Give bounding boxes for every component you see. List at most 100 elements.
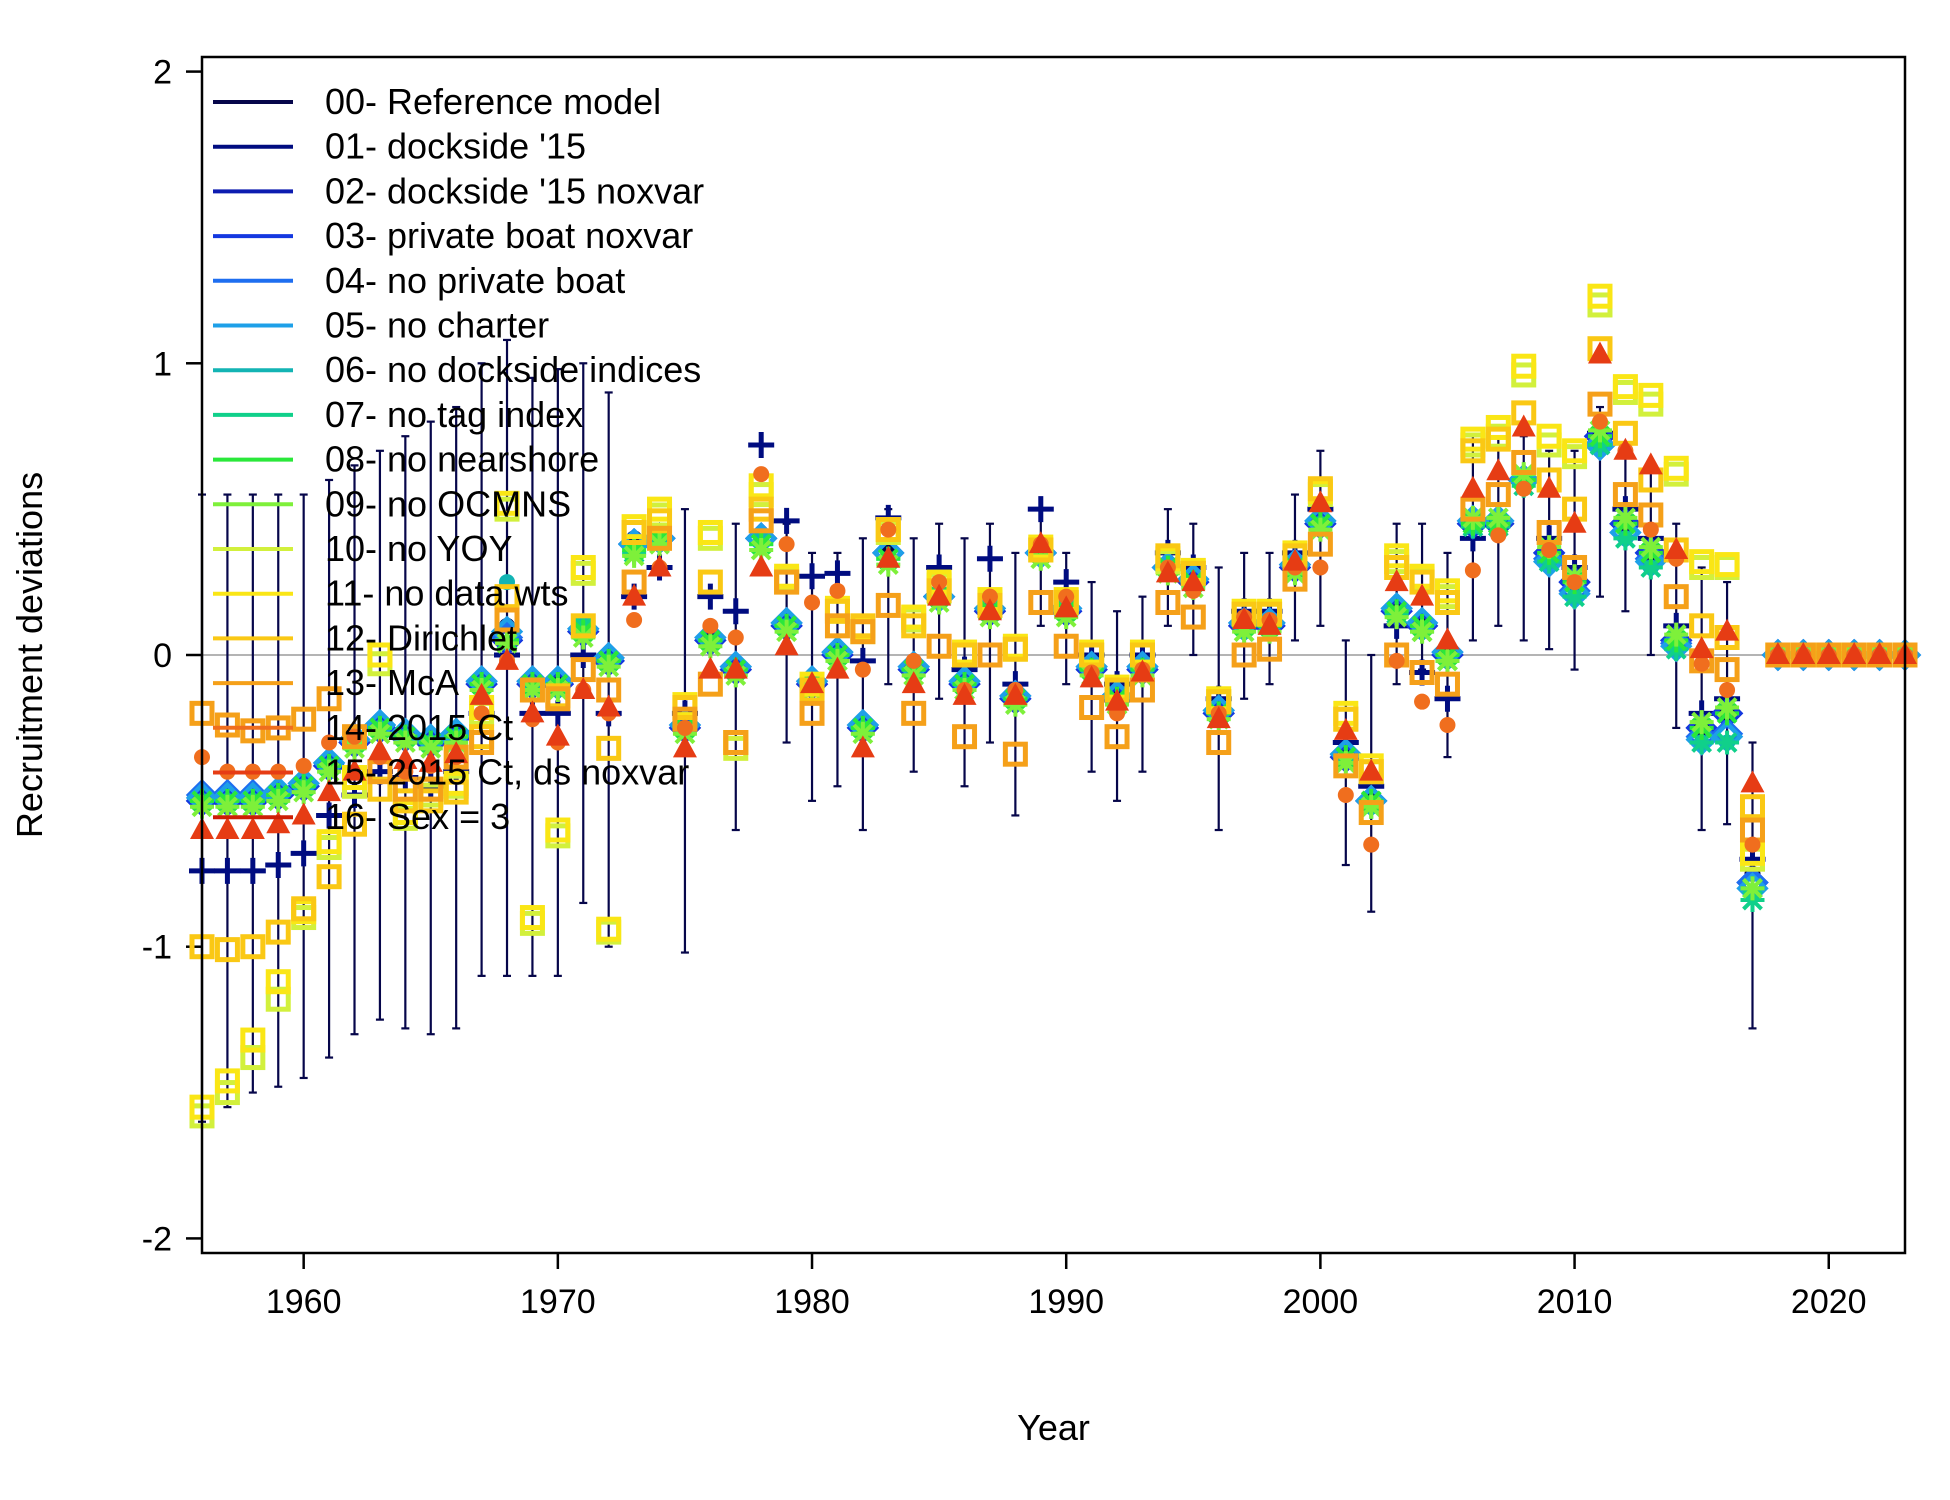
point-circle (753, 466, 770, 483)
legend-label: 09- no OCMNS (325, 483, 571, 524)
point-triangle (1842, 642, 1867, 664)
point-square (1358, 800, 1384, 826)
point-circle (346, 728, 363, 745)
point-triangle (825, 656, 850, 679)
legend-label: 11- no data wts (325, 573, 568, 614)
point-triangle (1740, 770, 1765, 793)
point-triangle (952, 682, 977, 705)
point-star (1638, 535, 1663, 560)
point-triangle (495, 647, 520, 670)
point-plus (265, 852, 292, 879)
point-triangle (240, 817, 265, 840)
point-triangle (1791, 642, 1816, 664)
point-plus (722, 598, 749, 625)
legend-label: 10- no YOY (325, 528, 512, 569)
point-square (1536, 423, 1562, 449)
point-square (1002, 636, 1028, 662)
point-triangle (774, 633, 799, 656)
point-square (1485, 426, 1511, 452)
point-star (1613, 526, 1638, 551)
point-square (1104, 724, 1130, 750)
y-axis-title: Recruitment deviations (9, 472, 50, 838)
point-plus (1434, 685, 1461, 712)
point-triangle (876, 545, 901, 568)
point-triangle (723, 656, 748, 679)
point-circle (473, 705, 490, 722)
point-circle (1312, 559, 1329, 576)
point-square (1155, 589, 1181, 615)
point-circle (1414, 693, 1431, 710)
point-star (1715, 695, 1740, 720)
legend-label: 16- Sex = 3 (325, 796, 510, 837)
point-star (1715, 730, 1740, 755)
point-triangle (672, 735, 697, 758)
point-triangle (1181, 569, 1206, 592)
point-plus (239, 857, 266, 884)
point-square (545, 817, 571, 843)
point-circle (1363, 836, 1380, 853)
legend-label: 14- 2015 Ct (325, 707, 513, 748)
point-square (596, 916, 622, 942)
point-square (1180, 604, 1206, 630)
point-square (1612, 374, 1638, 400)
point-circle (778, 536, 795, 553)
point-triangle (1308, 490, 1333, 513)
point-triangle (1384, 569, 1409, 592)
legend-label: 05- no charter (325, 305, 549, 346)
y-tick-label: -1 (142, 929, 172, 967)
point-square (799, 700, 825, 726)
point-triangle (1715, 618, 1740, 641)
point-square (748, 508, 774, 534)
point-circle (626, 611, 643, 628)
point-square (1028, 589, 1054, 615)
x-tick-label: 2000 (1283, 1283, 1359, 1321)
point-square (1689, 613, 1715, 639)
point-star (774, 619, 799, 644)
point-square (494, 490, 520, 516)
point-square (1511, 353, 1537, 379)
point-square (901, 613, 927, 639)
point-square (1638, 382, 1664, 408)
point-square (901, 700, 927, 726)
point-circle (1464, 562, 1481, 579)
point-star (1638, 555, 1663, 580)
point-circle (829, 582, 846, 599)
point-square (824, 598, 850, 624)
point-square (316, 686, 342, 712)
point-triangle (1460, 475, 1485, 498)
point-triangle (1537, 475, 1562, 498)
point-square (214, 712, 240, 738)
point-circle (981, 588, 998, 605)
x-tick-label: 1990 (1028, 1283, 1104, 1321)
point-triangle (342, 758, 367, 781)
point-triangle (1232, 606, 1257, 629)
point-square (1739, 794, 1765, 820)
point-square (570, 554, 596, 580)
x-tick-label: 1960 (266, 1283, 342, 1321)
point-star (1333, 750, 1358, 775)
point-star (1232, 619, 1257, 644)
point-square (469, 730, 495, 756)
point-star (1435, 648, 1460, 673)
point-star (1613, 505, 1638, 530)
point-triangle (977, 598, 1002, 621)
point-triangle (1689, 636, 1714, 659)
legend-label: 13- McA (325, 662, 459, 703)
point-circle (295, 757, 312, 774)
point-star (1740, 876, 1765, 901)
point-star (622, 543, 647, 568)
point-square (850, 619, 876, 645)
point-square (1511, 449, 1537, 475)
point-circle (1439, 717, 1456, 734)
point-circle (854, 661, 871, 678)
y-tick-label: -2 (142, 1220, 172, 1258)
point-circle (1541, 541, 1558, 558)
point-star (1410, 619, 1435, 644)
point-square (875, 592, 901, 618)
point-star (1359, 794, 1384, 819)
point-square (240, 718, 266, 744)
point-square (545, 686, 571, 712)
point-square (1079, 695, 1105, 721)
point-square (621, 519, 647, 545)
